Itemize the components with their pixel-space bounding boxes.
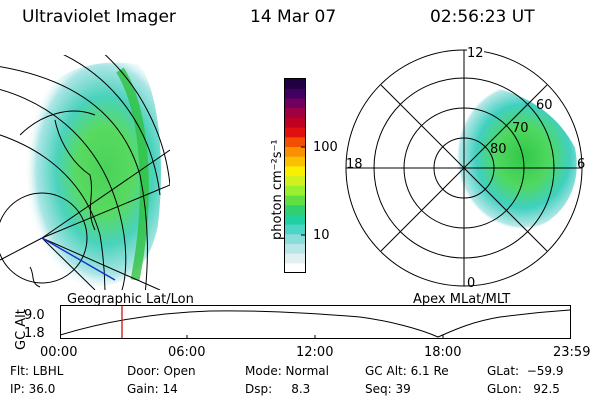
filter-status: Flt: LBHL <box>10 364 64 378</box>
colorbar-band <box>285 233 306 244</box>
colorbar-band <box>285 253 306 264</box>
colorbar-band <box>285 214 306 225</box>
timeline-ytick-1.8: 1.8 <box>24 326 45 341</box>
glat-status: GLat: −59.9 <box>487 364 564 378</box>
mlt-label-18: 18 <box>346 157 363 172</box>
coastline <box>54 119 96 231</box>
glon-status: GLon: 92.5 <box>487 382 560 396</box>
aurora-oval <box>442 85 577 233</box>
colorbar-band <box>285 204 306 215</box>
colorbar-band <box>285 117 306 128</box>
colorbar-band <box>285 243 306 254</box>
colorbar-unit-label: photon cm⁻²s⁻¹ <box>270 139 285 240</box>
gain-status: Gain: 14 <box>127 382 178 396</box>
colorbar-band <box>285 185 306 196</box>
mlat-label-60: 60 <box>536 98 553 113</box>
colorbar-band <box>285 175 306 186</box>
geographic-image-panel <box>0 55 170 290</box>
aurora-emission <box>14 62 161 287</box>
mlat-label-80: 80 <box>490 142 507 157</box>
dsp-status: Dsp: 8.3 <box>245 382 311 396</box>
colorbar-tick-10: 10 <box>313 228 330 243</box>
colorbar-band <box>285 97 306 109</box>
colorbar-band <box>285 146 306 157</box>
polar-plot <box>345 49 583 287</box>
colorbar-band <box>285 127 306 138</box>
colorbar-band <box>285 136 306 147</box>
timeline-ytick-9: 9.0 <box>24 308 45 323</box>
colorbar-tick-100: 100 <box>313 140 338 155</box>
colorbar-band <box>285 78 306 89</box>
timeline-xtick-0: 00:00 <box>40 345 78 360</box>
colorbar-band <box>285 194 306 206</box>
date-label: 14 Mar 07 <box>250 7 337 27</box>
timeline-xtick-end: 23:59 <box>553 345 591 360</box>
colorbar-band <box>285 224 306 235</box>
seq-status: Seq: 39 <box>365 382 411 396</box>
gc-alt-status: GC Alt: 6.1 Re <box>365 364 449 378</box>
altitude-curve <box>60 309 571 338</box>
timeline-xtick-6: 06:00 <box>168 345 206 360</box>
mlat-label-70: 70 <box>512 121 529 136</box>
mlt-label-12: 12 <box>467 46 484 61</box>
colorbar-band <box>285 156 306 167</box>
colorbar-band <box>285 262 306 273</box>
time-label: 02:56:23 UT <box>430 7 535 27</box>
colorbar-band <box>285 165 306 177</box>
mlt-label-0: 0 <box>467 276 476 291</box>
colorbar <box>284 78 306 273</box>
colorbar-band <box>285 88 306 99</box>
mlt-label-6: 6 <box>577 157 586 172</box>
timeline-xtick-18: 18:00 <box>424 345 462 360</box>
ip-status: IP: 36.0 <box>10 382 56 396</box>
app-title: Ultraviolet Imager <box>22 7 176 27</box>
geographic-caption: Geographic Lat/Lon <box>67 292 194 307</box>
orbit-timeline <box>60 305 571 339</box>
apex-caption: Apex MLat/MLT <box>413 292 511 307</box>
door-status: Door: Open <box>127 364 196 378</box>
colorbar-band <box>285 107 306 118</box>
mode-status: Mode: Normal <box>245 364 329 378</box>
timeline-xtick-12: 12:00 <box>296 345 334 360</box>
